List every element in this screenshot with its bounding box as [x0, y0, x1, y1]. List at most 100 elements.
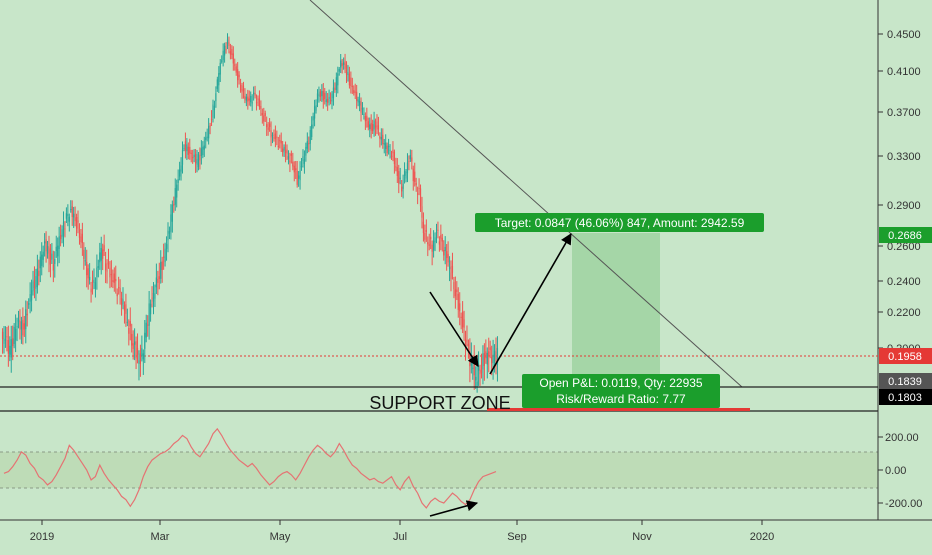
candle-body [221, 60, 223, 62]
candle-body [205, 137, 207, 140]
candle-body [343, 62, 345, 65]
candle-body [293, 165, 295, 173]
candle-body [467, 343, 470, 347]
candle-body [267, 127, 269, 130]
candle-body [165, 244, 168, 249]
candle-body [345, 63, 348, 76]
candle-body [422, 221, 425, 234]
candle-body [89, 276, 91, 281]
candle-body [55, 246, 57, 252]
open-pnl-label: Open P&L: 0.0119, Qty: 22935 [539, 376, 703, 390]
candle-body [16, 326, 18, 328]
candle-body [218, 73, 220, 86]
candle-body [271, 134, 274, 136]
candle-body [438, 241, 440, 245]
candle-body [93, 279, 95, 283]
candle-body [403, 171, 406, 176]
candle-body [428, 244, 430, 246]
candle-body [464, 339, 467, 347]
descending-trendline[interactable] [309, 0, 743, 388]
candle-body [68, 216, 70, 222]
candle-body [495, 351, 497, 366]
candle-body [22, 319, 24, 336]
candle-body [447, 253, 449, 263]
candle-body [190, 152, 192, 154]
candle-body [283, 146, 285, 151]
candle-body [164, 248, 166, 263]
candle-body [473, 360, 475, 376]
candle-body [329, 99, 332, 102]
candle-body [274, 133, 276, 139]
candle-body [406, 162, 409, 174]
candle-body [81, 233, 83, 243]
candle-body [351, 85, 353, 87]
candle-body [102, 249, 104, 259]
candle-body [305, 146, 307, 156]
candle-body [131, 333, 133, 346]
candle-body [292, 161, 294, 167]
candle-body [380, 137, 382, 140]
candle-body [268, 123, 271, 128]
candle-body [84, 260, 86, 262]
time-tick-label: Mar [151, 531, 170, 543]
candle-body [273, 137, 275, 139]
candle-body [202, 146, 204, 156]
candle-body [448, 266, 451, 270]
candle-body [148, 303, 150, 326]
candle-body [189, 146, 191, 154]
candle-body [235, 66, 237, 73]
tag-current: 0.1958 [888, 351, 922, 363]
candle-body [113, 273, 115, 283]
candle-body [132, 343, 134, 349]
stop-label-bg [487, 408, 750, 411]
candle-body [234, 64, 236, 66]
candle-body [51, 253, 53, 260]
time-tick-label: May [270, 531, 291, 543]
candle-body [435, 232, 438, 234]
candle-body [402, 183, 404, 189]
candle-body [152, 292, 155, 302]
candle-body [279, 140, 281, 142]
candle-body [483, 353, 485, 366]
candle-body [319, 91, 321, 97]
candle-body [399, 177, 401, 179]
candle-body [4, 339, 7, 341]
candle-body [496, 348, 499, 366]
candle-body [83, 249, 85, 259]
candle-body [414, 171, 416, 182]
candle-body [39, 256, 41, 269]
candle-body [58, 236, 60, 250]
candle-body [412, 168, 414, 182]
candle-body [209, 125, 211, 127]
candle-body [486, 352, 488, 365]
candle-body [360, 101, 362, 113]
candle-body [430, 236, 432, 240]
candle-body [392, 149, 394, 154]
support-zone-label: SUPPORT ZONE [369, 393, 510, 413]
price-tick-label: 0.4100 [887, 66, 921, 78]
candle-body [295, 168, 297, 171]
candle-body [203, 145, 205, 150]
candle-body [62, 222, 65, 236]
candle-body [311, 124, 313, 138]
candle-body [57, 245, 59, 257]
candle-body [425, 230, 427, 232]
candle-body [257, 98, 259, 100]
candle-body [180, 165, 182, 172]
candle-body [99, 252, 101, 263]
candle-body [42, 251, 44, 260]
candle-body [477, 365, 480, 371]
candle-body [32, 281, 34, 292]
candle-body [411, 157, 413, 162]
candle-body [229, 51, 232, 55]
candle-body [122, 299, 124, 305]
candle-body [28, 303, 30, 305]
candle-body [215, 93, 217, 102]
candle-body [419, 188, 422, 207]
candle-body [126, 321, 128, 323]
candle-body [74, 217, 76, 222]
candle-body [308, 143, 310, 145]
candle-body [377, 125, 380, 130]
candle-body [482, 353, 484, 370]
